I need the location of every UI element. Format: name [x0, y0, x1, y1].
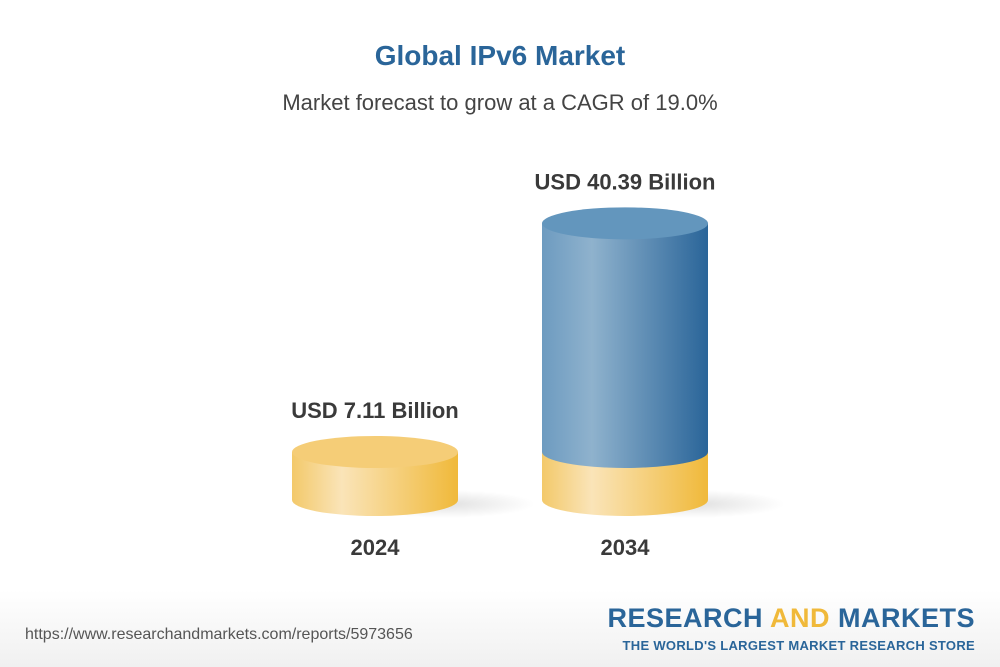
source-url[interactable]: https://www.researchandmarkets.com/repor…	[25, 626, 413, 643]
category-label: 2034	[601, 535, 651, 560]
chart-title: Global IPv6 Market	[374, 40, 626, 71]
cylinder-growth-segment	[542, 223, 708, 468]
cylinder-base-segment	[292, 452, 458, 516]
brand-tagline: THE WORLD'S LARGEST MARKET RESEARCH STOR…	[622, 638, 975, 653]
category-label: 2024	[351, 535, 401, 560]
chart: USD 7.11 Billion 2024 USD 40.39 Billion 203…	[291, 169, 785, 560]
cylinder-top	[292, 436, 458, 468]
footer	[0, 590, 1000, 667]
data-label: USD 7.11 Billion	[291, 398, 459, 423]
data-label: USD 40.39 Billion	[535, 169, 716, 194]
cylinder-top	[542, 207, 708, 240]
brand-logo: RESEARCH AND MARKETS	[607, 603, 975, 633]
cylinder-base-segment	[542, 452, 708, 516]
chart-subtitle: Market forecast to grow at a CAGR of 19.…	[282, 90, 718, 115]
